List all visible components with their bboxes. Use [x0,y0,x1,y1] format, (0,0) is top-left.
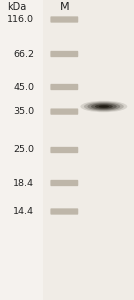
Text: kDa: kDa [7,2,26,13]
Bar [43,0,134,300]
Text: 45.0: 45.0 [13,82,34,91]
Ellipse shape [84,102,124,111]
Ellipse shape [95,104,113,109]
FancyBboxPatch shape [50,84,78,90]
Text: M: M [59,2,69,13]
Text: 35.0: 35.0 [13,107,34,116]
FancyBboxPatch shape [50,147,78,153]
FancyBboxPatch shape [50,16,78,22]
Ellipse shape [99,105,109,108]
Text: 116.0: 116.0 [7,15,34,24]
Text: 25.0: 25.0 [13,146,34,154]
FancyBboxPatch shape [50,51,78,57]
FancyBboxPatch shape [50,208,78,215]
FancyBboxPatch shape [50,180,78,186]
Text: 66.2: 66.2 [13,50,34,58]
Ellipse shape [91,103,117,109]
Text: 14.4: 14.4 [13,207,34,216]
Text: 18.4: 18.4 [13,178,34,188]
Ellipse shape [80,101,127,112]
FancyBboxPatch shape [50,108,78,115]
Ellipse shape [87,103,120,110]
